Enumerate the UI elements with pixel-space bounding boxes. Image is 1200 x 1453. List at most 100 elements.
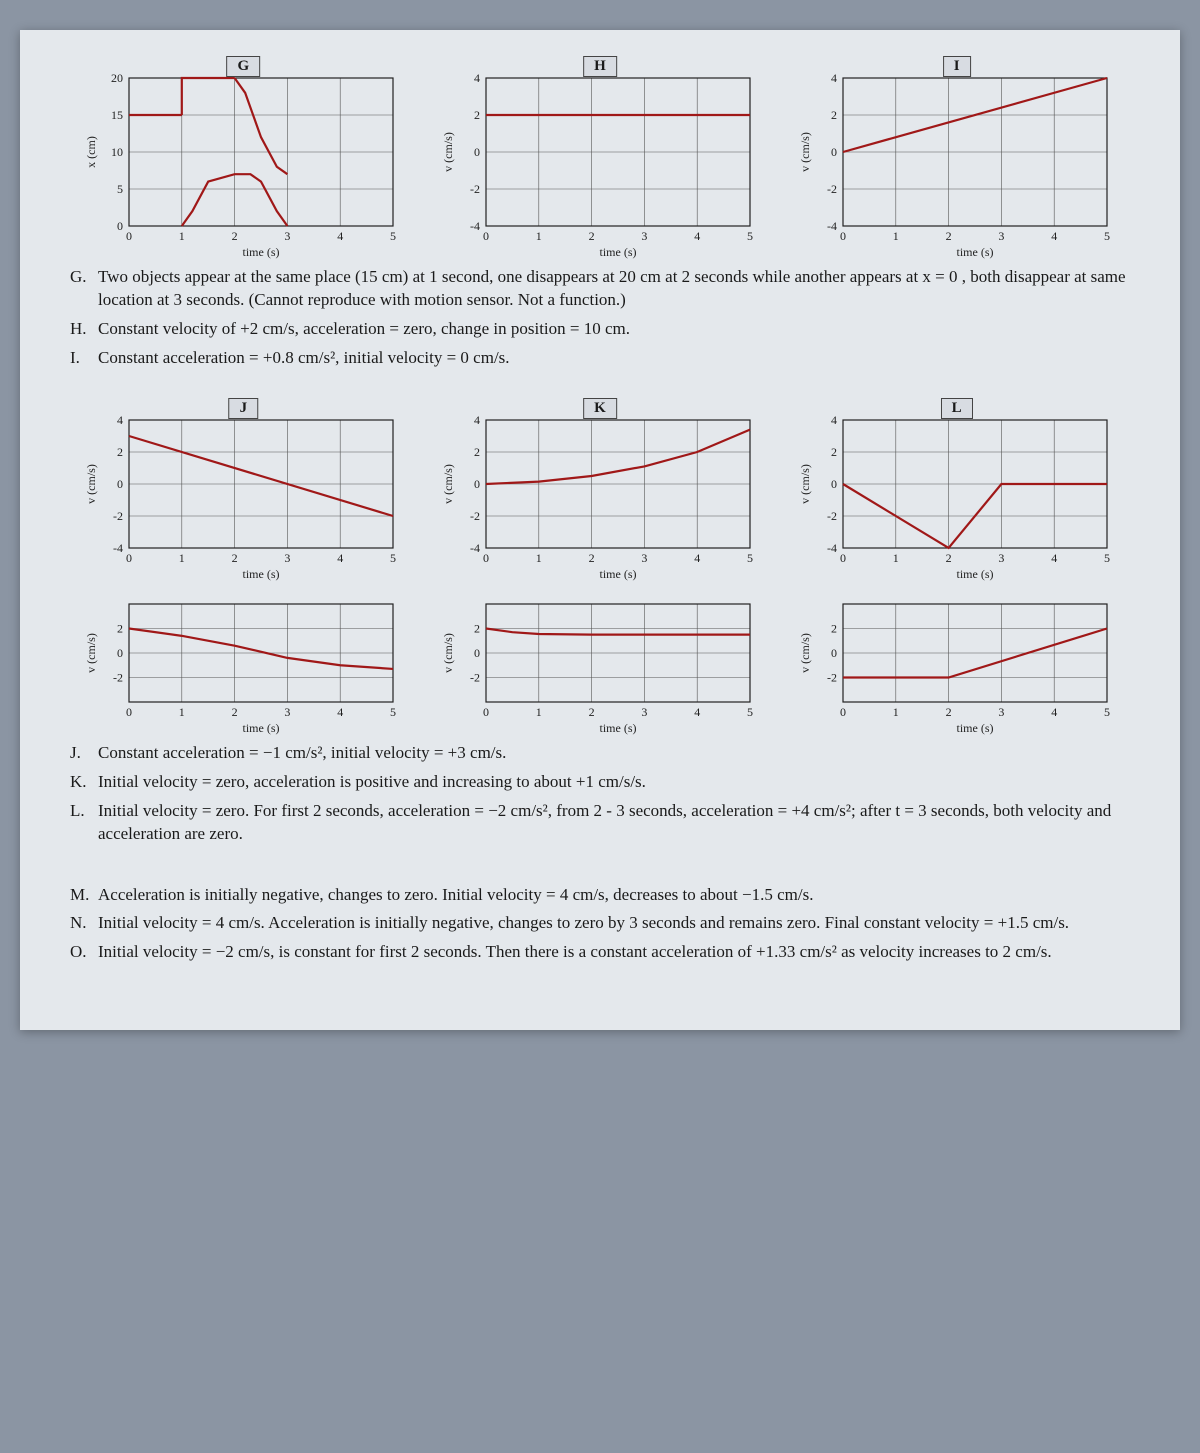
svg-text:-2: -2	[113, 509, 123, 523]
svg-text:0: 0	[474, 145, 480, 159]
chart-K2: 012345-202time (s)v (cm/s)	[440, 586, 760, 736]
chart-cell-H: H012345-4-2024time (s)v (cm/s)	[427, 60, 774, 260]
svg-text:20: 20	[111, 71, 123, 85]
svg-text:1: 1	[892, 551, 898, 565]
chart-label-H: H	[583, 56, 617, 77]
chart-cell-L2: 012345-202time (s)v (cm/s)	[783, 586, 1130, 736]
svg-text:1: 1	[892, 229, 898, 243]
chart-row-bot: 012345-202time (s)v (cm/s)012345-202time…	[70, 586, 1130, 736]
svg-text:v (cm/s): v (cm/s)	[798, 464, 812, 504]
chart-cell-K2: 012345-202time (s)v (cm/s)	[427, 586, 774, 736]
svg-text:4: 4	[474, 413, 480, 427]
chart-cell-J2: 012345-202time (s)v (cm/s)	[70, 586, 417, 736]
svg-text:5: 5	[1104, 705, 1110, 719]
answer-text: Two objects appear at the same place (15…	[98, 266, 1130, 312]
answer-G: G.Two objects appear at the same place (…	[70, 266, 1130, 312]
answer-text: Initial velocity = 4 cm/s. Acceleration …	[98, 912, 1130, 935]
svg-text:0: 0	[831, 477, 837, 491]
chart-L2: 012345-202time (s)v (cm/s)	[797, 586, 1117, 736]
chart-H: 012345-4-2024time (s)v (cm/s)	[440, 60, 760, 260]
svg-text:v (cm/s): v (cm/s)	[84, 464, 98, 504]
svg-text:0: 0	[840, 229, 846, 243]
svg-text:x (cm): x (cm)	[84, 136, 98, 168]
chart-label-I: I	[943, 56, 971, 77]
svg-text:4: 4	[1051, 229, 1057, 243]
answer-letter: O.	[70, 941, 98, 964]
svg-text:5: 5	[390, 705, 396, 719]
chart-I: 012345-4-2024time (s)v (cm/s)	[797, 60, 1117, 260]
svg-text:0: 0	[126, 551, 132, 565]
answer-I: I.Constant acceleration = +0.8 cm/s², in…	[70, 347, 1130, 370]
svg-text:time (s): time (s)	[600, 245, 637, 259]
svg-text:time (s): time (s)	[243, 721, 280, 735]
svg-text:2: 2	[589, 551, 595, 565]
svg-text:4: 4	[338, 551, 344, 565]
svg-text:time (s): time (s)	[243, 245, 280, 259]
svg-text:2: 2	[831, 445, 837, 459]
svg-text:-2: -2	[113, 670, 123, 684]
svg-text:v (cm/s): v (cm/s)	[441, 633, 455, 673]
svg-text:2: 2	[831, 108, 837, 122]
svg-text:4: 4	[338, 229, 344, 243]
svg-text:0: 0	[474, 477, 480, 491]
svg-text:15: 15	[111, 108, 123, 122]
svg-text:0: 0	[483, 705, 489, 719]
svg-text:1: 1	[536, 229, 542, 243]
svg-text:4: 4	[694, 551, 700, 565]
chart-label-G: G	[226, 56, 260, 77]
svg-text:1: 1	[179, 229, 185, 243]
svg-text:v (cm/s): v (cm/s)	[798, 633, 812, 673]
answer-letter: H.	[70, 318, 98, 341]
svg-text:2: 2	[589, 705, 595, 719]
svg-text:3: 3	[998, 705, 1004, 719]
svg-text:2: 2	[474, 445, 480, 459]
svg-text:1: 1	[179, 705, 185, 719]
answers-block-2: J.Constant acceleration = −1 cm/s², init…	[70, 742, 1130, 846]
svg-text:-2: -2	[470, 182, 480, 196]
svg-text:3: 3	[285, 229, 291, 243]
answer-text: Initial velocity = −2 cm/s, is constant …	[98, 941, 1130, 964]
svg-text:0: 0	[117, 646, 123, 660]
svg-text:5: 5	[1104, 229, 1110, 243]
svg-text:3: 3	[641, 229, 647, 243]
svg-text:4: 4	[831, 413, 837, 427]
svg-text:-2: -2	[827, 670, 837, 684]
chart-cell-J: J012345-4-2024time (s)v (cm/s)	[70, 402, 417, 582]
answer-text: Constant acceleration = +0.8 cm/s², init…	[98, 347, 1130, 370]
answer-N: N.Initial velocity = 4 cm/s. Acceleratio…	[70, 912, 1130, 935]
svg-text:4: 4	[1051, 551, 1057, 565]
svg-text:4: 4	[117, 413, 123, 427]
answer-letter: J.	[70, 742, 98, 765]
svg-text:2: 2	[232, 705, 238, 719]
svg-text:time (s): time (s)	[600, 567, 637, 581]
chart-J: 012345-4-2024time (s)v (cm/s)	[83, 402, 403, 582]
chart-row-mid: J012345-4-2024time (s)v (cm/s)K012345-4-…	[70, 402, 1130, 582]
svg-text:5: 5	[390, 229, 396, 243]
answers-block-3: M.Acceleration is initially negative, ch…	[70, 884, 1130, 965]
svg-text:0: 0	[831, 646, 837, 660]
chart-cell-L: L012345-4-2024time (s)v (cm/s)	[783, 402, 1130, 582]
svg-text:2: 2	[831, 621, 837, 635]
answer-letter: L.	[70, 800, 98, 846]
svg-text:2: 2	[232, 229, 238, 243]
svg-text:0: 0	[840, 705, 846, 719]
chart-G: 01234505101520time (s)x (cm)	[83, 60, 403, 260]
answer-letter: N.	[70, 912, 98, 935]
chart-cell-G: G01234505101520time (s)x (cm)	[70, 60, 417, 260]
svg-text:4: 4	[694, 705, 700, 719]
svg-text:2: 2	[474, 108, 480, 122]
svg-text:0: 0	[126, 705, 132, 719]
svg-text:0: 0	[117, 477, 123, 491]
svg-text:3: 3	[285, 705, 291, 719]
svg-text:4: 4	[1051, 705, 1057, 719]
svg-text:v (cm/s): v (cm/s)	[441, 132, 455, 172]
svg-text:v (cm/s): v (cm/s)	[441, 464, 455, 504]
svg-text:5: 5	[747, 229, 753, 243]
svg-text:v (cm/s): v (cm/s)	[84, 633, 98, 673]
svg-text:5: 5	[1104, 551, 1110, 565]
svg-text:2: 2	[117, 445, 123, 459]
svg-text:10: 10	[111, 145, 123, 159]
chart-row-top: G01234505101520time (s)x (cm)H012345-4-2…	[70, 60, 1130, 260]
svg-text:2: 2	[232, 551, 238, 565]
svg-text:0: 0	[483, 551, 489, 565]
